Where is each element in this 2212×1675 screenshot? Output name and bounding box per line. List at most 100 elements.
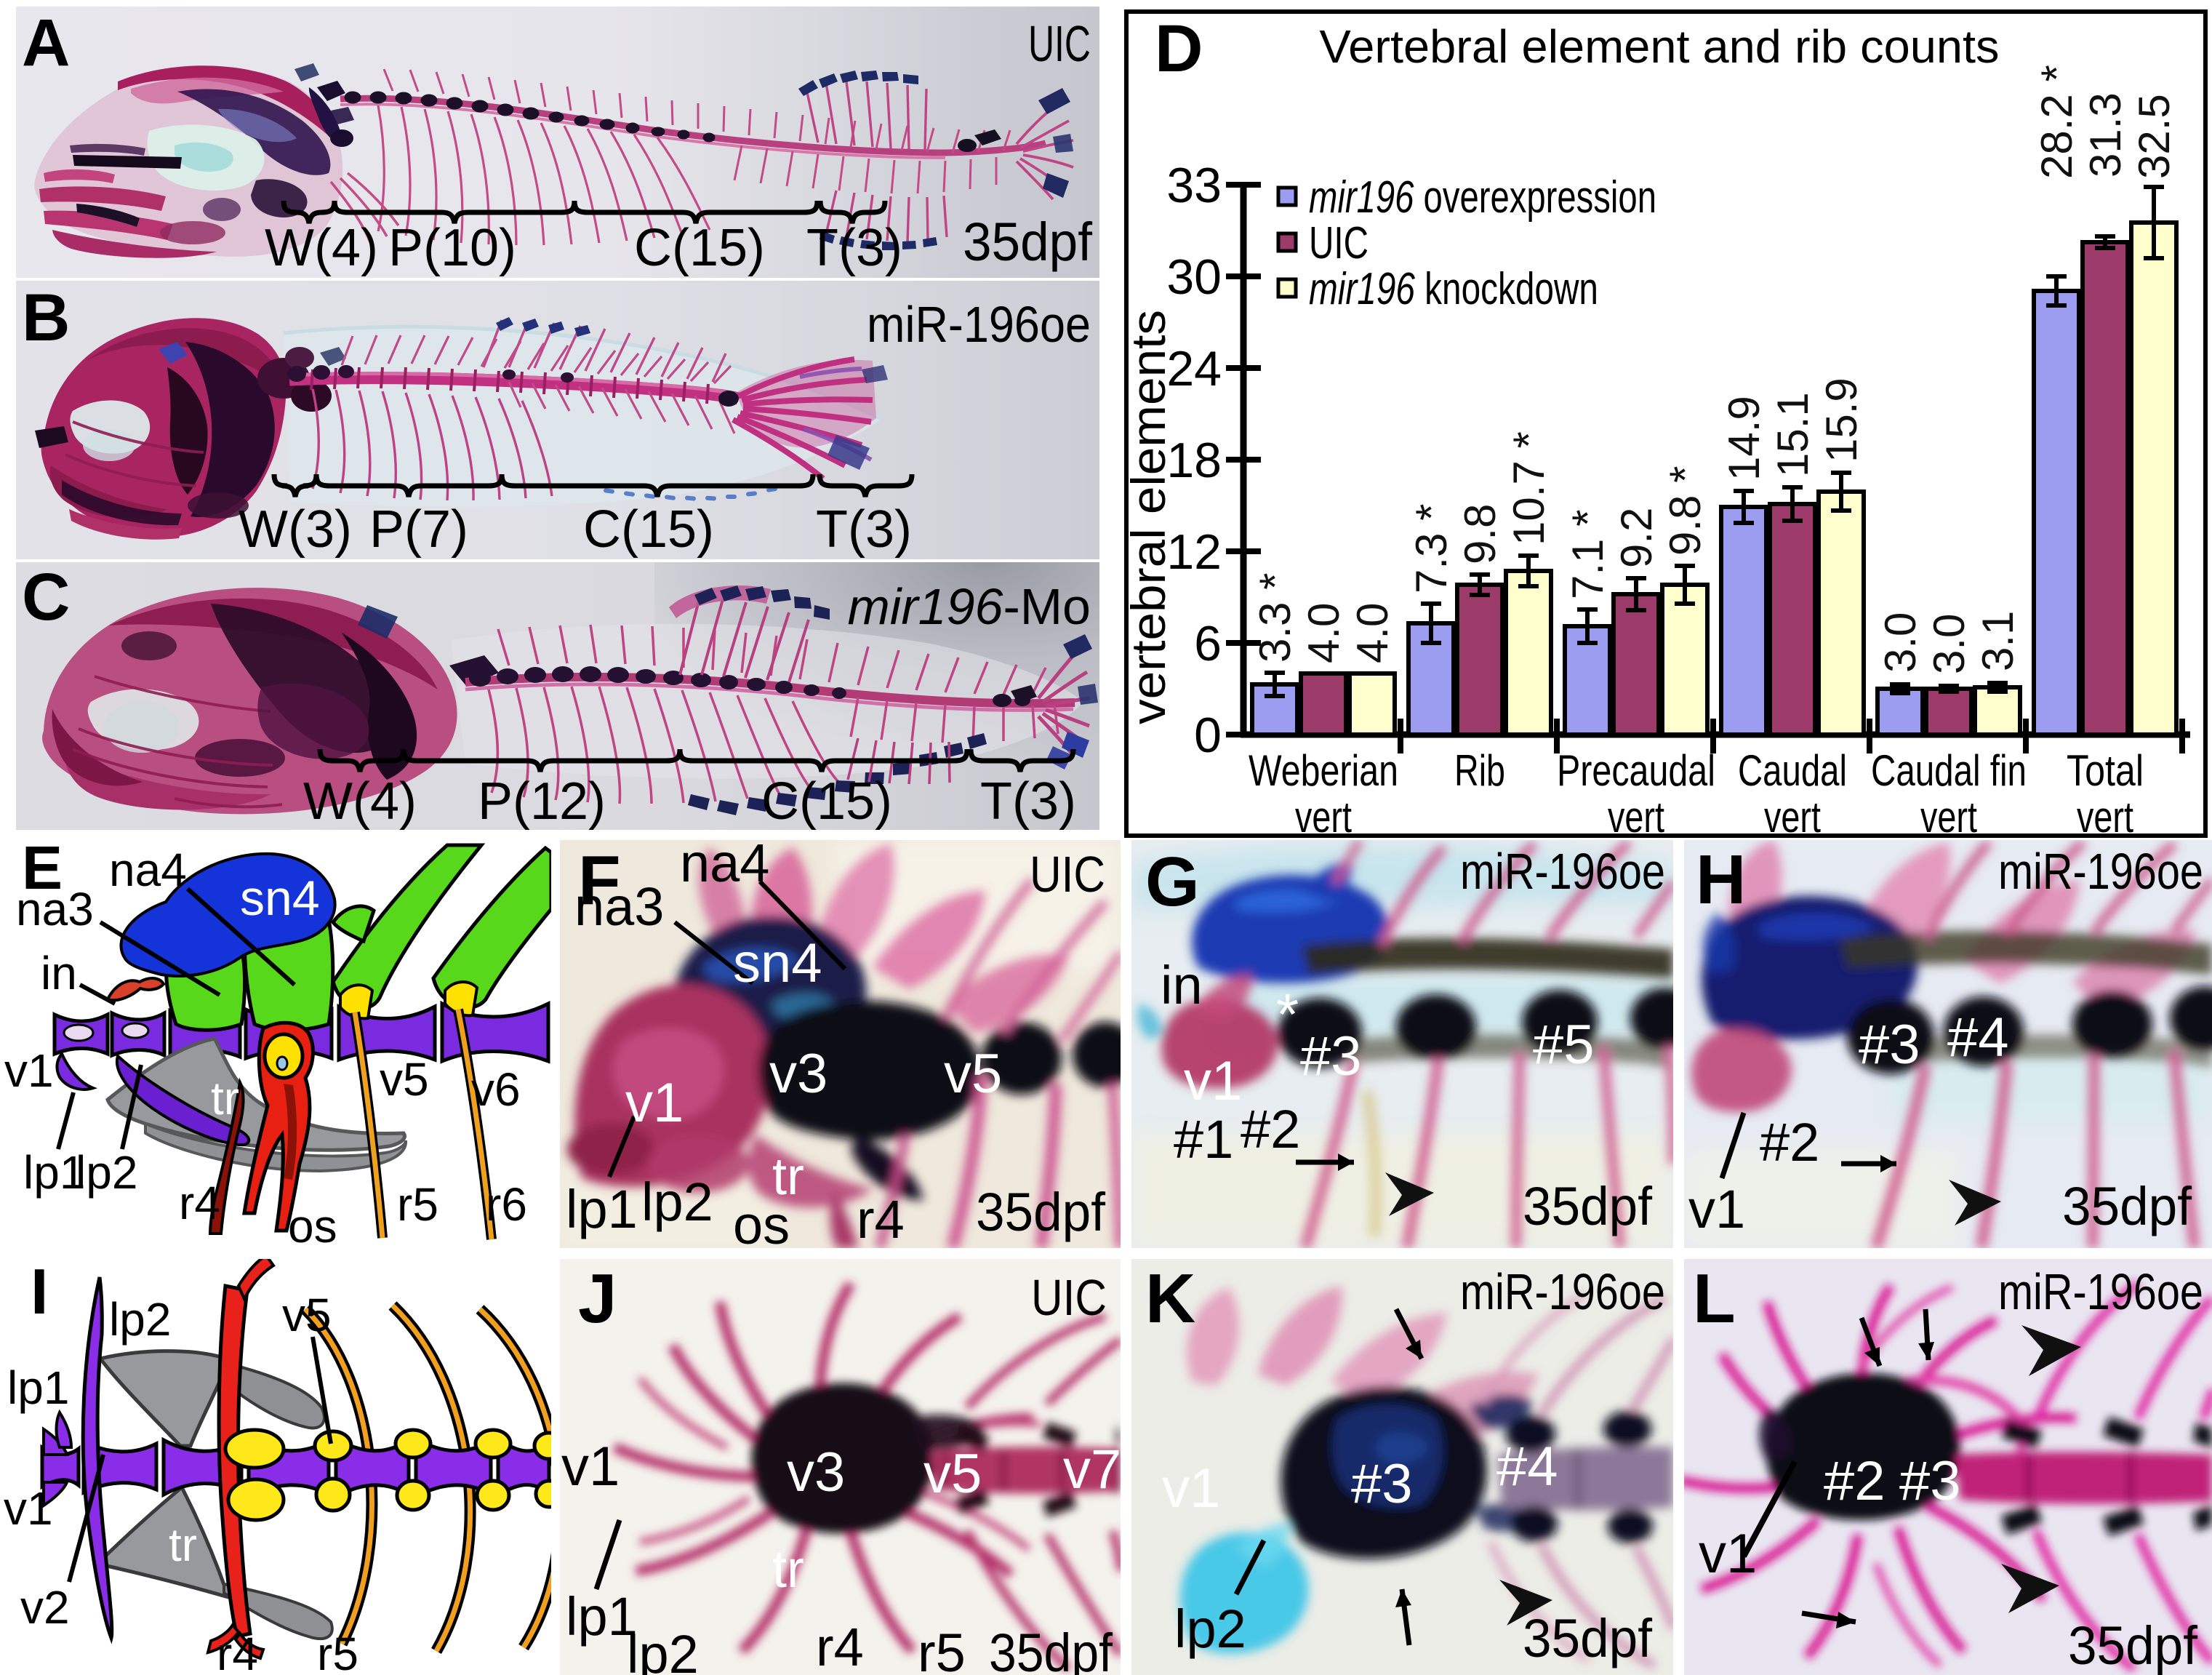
svg-text:lp2: lp2	[109, 1293, 171, 1346]
svg-text:mir196-Mo: mir196-Mo	[847, 578, 1091, 635]
svg-text:L: L	[1693, 1260, 1736, 1338]
svg-text:os: os	[288, 1200, 337, 1248]
svg-text:na4: na4	[680, 840, 769, 893]
svg-text:#3: #3	[1859, 1014, 1920, 1076]
svg-text:7.3 *: 7.3 *	[1407, 504, 1456, 593]
svg-text:#3: #3	[1899, 1450, 1961, 1512]
svg-text:mir196 overexpression: mir196 overexpression	[1309, 172, 1656, 223]
svg-text:tr: tr	[211, 1072, 239, 1124]
svg-text:miR-196oe: miR-196oe	[1998, 843, 2203, 900]
svg-text:C(15): C(15)	[761, 772, 892, 830]
svg-text:v1: v1	[1688, 1179, 1745, 1239]
svg-text:18: 18	[1166, 433, 1222, 488]
svg-text:C(15): C(15)	[583, 500, 714, 559]
svg-text:UIC: UIC	[1031, 1269, 1107, 1326]
svg-text:35dpf: 35dpf	[1523, 1176, 1652, 1236]
svg-text:P(7): P(7)	[369, 500, 468, 559]
svg-text:v1: v1	[1162, 1458, 1220, 1519]
svg-text:vert: vert	[1920, 793, 1977, 833]
svg-text:Weberian: Weberian	[1249, 746, 1398, 795]
svg-text:lp2: lp2	[641, 1172, 713, 1232]
svg-text:miR-196oe: miR-196oe	[867, 296, 1091, 353]
svg-text:na4: na4	[109, 844, 187, 896]
svg-text:v1: v1	[561, 1436, 620, 1498]
svg-text:vertebral elements: vertebral elements	[1129, 310, 1175, 724]
svg-text:Rib: Rib	[1454, 746, 1505, 795]
svg-text:#2: #2	[1824, 1450, 1886, 1512]
svg-text:E: E	[22, 840, 63, 902]
svg-text:Caudal: Caudal	[1738, 746, 1847, 795]
svg-text:#3: #3	[1351, 1453, 1413, 1515]
svg-text:7.1 *: 7.1 *	[1563, 510, 1612, 599]
svg-text:30: 30	[1166, 249, 1222, 305]
svg-text:v6: v6	[471, 1063, 521, 1116]
svg-text:tr: tr	[772, 1540, 804, 1599]
svg-text:tr: tr	[169, 1519, 197, 1571]
svg-text:35dpf: 35dpf	[1523, 1608, 1652, 1668]
svg-text:v7: v7	[1063, 1439, 1121, 1500]
svg-text:v5: v5	[282, 1289, 332, 1341]
svg-text:r4: r4	[179, 1177, 220, 1229]
svg-text:v1: v1	[4, 1044, 54, 1097]
svg-text:35dpf: 35dpf	[2068, 1615, 2197, 1675]
svg-text:3.1: 3.1	[1973, 611, 2022, 671]
svg-text:sn4: sn4	[240, 871, 320, 926]
svg-text:v5: v5	[380, 1053, 429, 1106]
svg-text:Total: Total	[2067, 746, 2144, 795]
svg-text:r5: r5	[918, 1623, 966, 1675]
svg-text:#3: #3	[1300, 1026, 1362, 1087]
svg-text:Vertebral element and rib coun: Vertebral element and rib counts	[1320, 20, 2000, 73]
svg-text:in: in	[41, 947, 77, 999]
svg-text:lp2: lp2	[76, 1146, 137, 1199]
svg-text:12: 12	[1166, 524, 1222, 580]
svg-text:4.0: 4.0	[1299, 603, 1348, 663]
svg-text:sn4: sn4	[733, 932, 822, 994]
svg-text:in: in	[1161, 955, 1203, 1015]
svg-text:#1: #1	[1174, 1109, 1233, 1170]
svg-text:v5: v5	[923, 1443, 982, 1505]
svg-text:miR-196oe: miR-196oe	[1460, 843, 1665, 900]
svg-text:v5: v5	[944, 1043, 1002, 1105]
svg-text:35dpf: 35dpf	[976, 1182, 1105, 1242]
svg-text:J: J	[578, 1260, 617, 1338]
svg-text:15.1: 15.1	[1768, 392, 1817, 477]
svg-text:W(4): W(4)	[265, 219, 378, 277]
svg-text:v3: v3	[769, 1043, 828, 1105]
svg-text:r4: r4	[857, 1189, 905, 1248]
svg-text:W(3): W(3)	[239, 500, 352, 559]
svg-text:A: A	[22, 7, 70, 80]
svg-text:#4: #4	[1496, 1436, 1558, 1498]
svg-text:v2: v2	[20, 1581, 70, 1634]
svg-text:3.0: 3.0	[1925, 614, 1973, 674]
svg-text:mir196 knockdown: mir196 knockdown	[1309, 264, 1598, 314]
svg-text:lp1: lp1	[566, 1586, 638, 1647]
svg-text:C(15): C(15)	[634, 219, 765, 277]
svg-text:UIC: UIC	[1028, 15, 1091, 72]
svg-text:P(12): P(12)	[478, 772, 606, 830]
svg-text:T(3): T(3)	[980, 772, 1076, 830]
svg-text:v1: v1	[1184, 1050, 1242, 1112]
svg-text:v3: v3	[787, 1442, 845, 1503]
svg-text:24: 24	[1166, 341, 1222, 396]
svg-text:na3: na3	[16, 883, 94, 935]
svg-text:K: K	[1145, 1260, 1195, 1338]
svg-text:v1: v1	[4, 1482, 53, 1535]
svg-text:C: C	[22, 562, 70, 634]
svg-text:9.8: 9.8	[1456, 504, 1504, 564]
svg-text:6: 6	[1194, 616, 1222, 671]
svg-text:32.5: 32.5	[2130, 94, 2179, 179]
svg-text:r6: r6	[486, 1178, 527, 1231]
svg-text:miR-196oe: miR-196oe	[1998, 1263, 2203, 1320]
svg-text:tr: tr	[772, 1148, 804, 1206]
svg-text:UIC: UIC	[1030, 846, 1105, 903]
svg-text:T(3): T(3)	[806, 219, 902, 277]
svg-text:W(4): W(4)	[303, 772, 417, 830]
svg-text:#2: #2	[1241, 1099, 1300, 1159]
svg-text:35dpf: 35dpf	[989, 1623, 1113, 1675]
svg-text:15.9: 15.9	[1817, 377, 1866, 463]
svg-text:r5: r5	[397, 1178, 438, 1231]
svg-text:miR-196oe: miR-196oe	[1460, 1263, 1665, 1320]
svg-text:*: *	[1276, 982, 1299, 1047]
svg-text:#5: #5	[1533, 1014, 1595, 1076]
svg-text:Caudal fin: Caudal fin	[1871, 746, 2027, 795]
